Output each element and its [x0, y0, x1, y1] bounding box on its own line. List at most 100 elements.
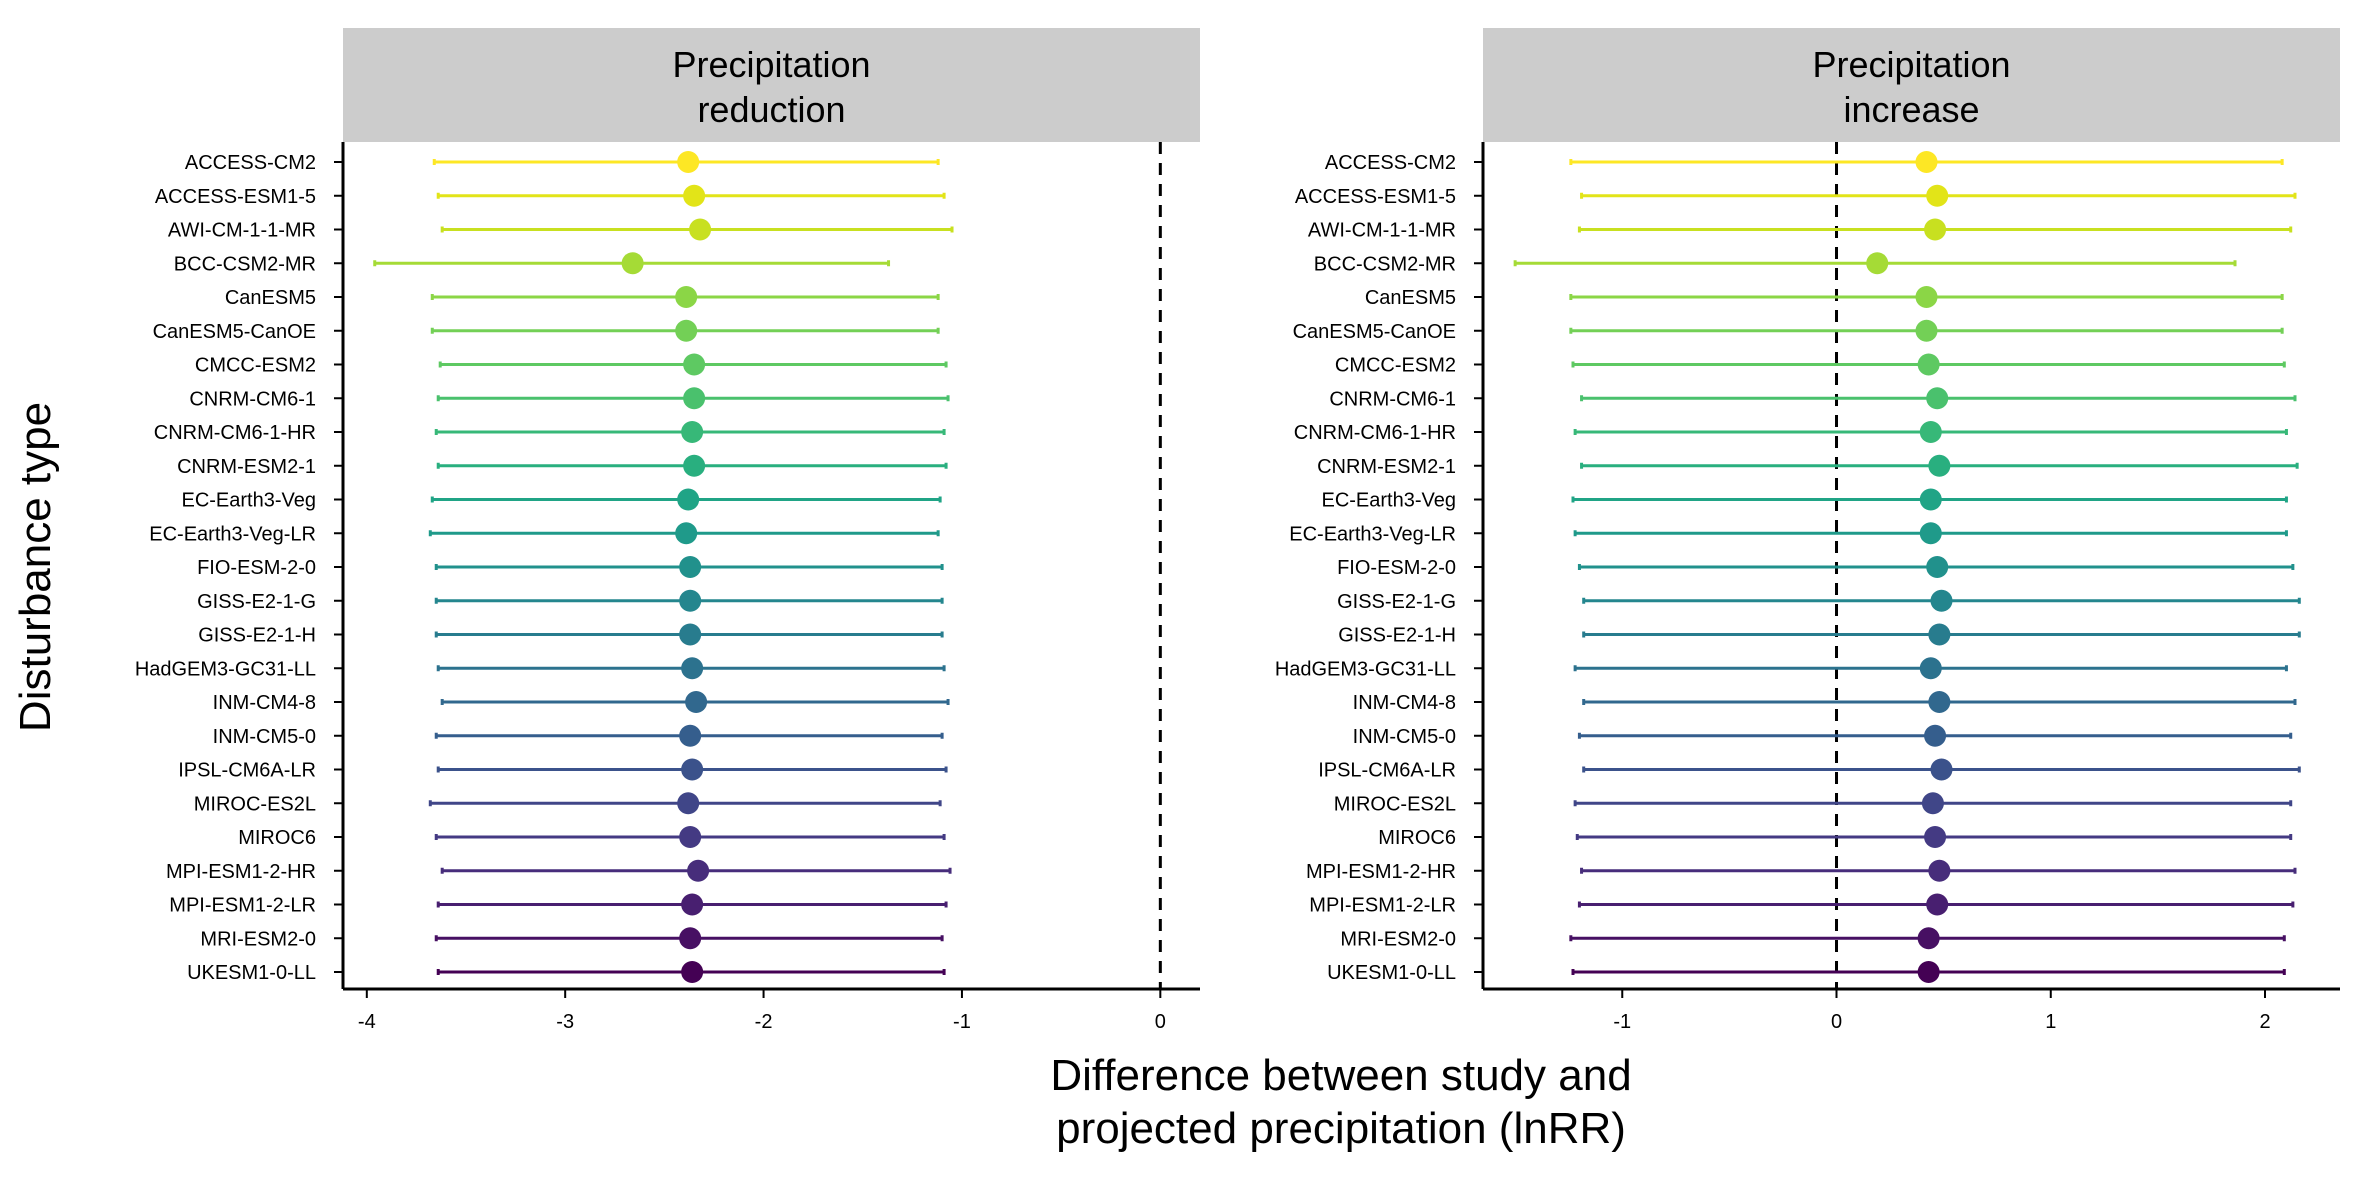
- x-tick-label: 2: [2259, 1011, 2270, 1033]
- estimate-point: [685, 691, 708, 713]
- y-axis-title: Disturbance type: [11, 402, 60, 732]
- panel-strip: [1483, 28, 2340, 142]
- estimate-point: [1930, 758, 1953, 781]
- y-tick-label: MRI-ESM2-0: [200, 928, 316, 950]
- estimate-point: [1928, 623, 1951, 646]
- x-tick-label: -1: [953, 1011, 971, 1033]
- estimate-point: [675, 286, 698, 308]
- y-tick-label: INM-CM5-0: [1353, 726, 1456, 748]
- estimate-point: [683, 454, 706, 477]
- y-tick-label: CNRM-ESM2-1: [177, 456, 316, 478]
- estimate-point: [679, 724, 702, 747]
- x-axis-title-line-2: projected precipitation (lnRR): [1056, 1104, 1626, 1153]
- y-tick-label: FIO-ESM-2-0: [1337, 557, 1456, 579]
- y-tick-label: FIO-ESM-2-0: [197, 557, 316, 579]
- y-tick-label: CanESM5-CanOE: [153, 321, 316, 343]
- estimate-point: [679, 589, 702, 612]
- y-tick-label: ACCESS-ESM1-5: [1295, 186, 1456, 208]
- y-tick-label: EC-Earth3-Veg-LR: [1289, 523, 1456, 545]
- y-tick-label: BCC-CSM2-MR: [174, 253, 316, 275]
- estimate-point: [1917, 353, 1940, 376]
- y-tick-label: EC-Earth3-Veg: [1321, 490, 1456, 512]
- x-tick-label: -4: [358, 1011, 376, 1033]
- y-tick-label: CMCC-ESM2: [195, 355, 316, 377]
- panel-plot-area: ACCESS-CM2 ACCESS-ESM1-5 AWI-CM-1-1-MR BCC-…: [1275, 142, 2340, 1033]
- y-tick-label: CNRM-CM6-1-HR: [154, 422, 316, 444]
- y-tick-label: HadGEM3-GC31-LL: [1275, 658, 1456, 680]
- estimate-point: [1915, 319, 1938, 342]
- estimate-point: [683, 184, 706, 207]
- y-tick-label: MIROC6: [1378, 827, 1456, 849]
- y-tick-label: MPI-ESM1-2-HR: [166, 861, 316, 883]
- estimate-point: [681, 421, 704, 443]
- panel-plot-area: ACCESS-CM2 ACCESS-ESM1-5 AWI-CM-1-1-MR BCC-…: [135, 142, 1200, 1033]
- estimate-point: [1926, 184, 1949, 207]
- estimate-point: [1919, 522, 1942, 545]
- estimate-point: [1924, 724, 1947, 747]
- y-tick-label: INM-CM4-8: [213, 692, 316, 714]
- y-tick-label: MPI-ESM1-2-LR: [169, 895, 316, 917]
- x-tick-label: 0: [1831, 1011, 1842, 1033]
- estimate-point: [677, 488, 700, 511]
- y-tick-label: CanESM5-CanOE: [1293, 321, 1456, 343]
- estimate-point: [1915, 151, 1938, 173]
- estimate-point: [679, 826, 702, 848]
- y-tick-label: UKESM1-0-LL: [187, 962, 316, 984]
- estimate-point: [1926, 556, 1949, 578]
- x-tick-label: 0: [1155, 1011, 1166, 1033]
- y-tick-label: GISS-E2-1-G: [1337, 591, 1456, 613]
- y-tick-label: CNRM-CM6-1: [189, 388, 316, 410]
- y-tick-label: BCC-CSM2-MR: [1314, 253, 1456, 275]
- x-tick-label: -2: [755, 1011, 773, 1033]
- y-tick-label: MPI-ESM1-2-LR: [1309, 895, 1456, 917]
- y-tick-label: CanESM5: [225, 287, 316, 309]
- estimate-point: [687, 859, 710, 882]
- panel-precipitation-increase: Precipitation increase ACCESS-CM2ACCESS-…: [1275, 28, 2340, 1033]
- estimate-point: [681, 758, 704, 781]
- y-tick-label: CNRM-CM6-1: [1329, 388, 1456, 410]
- estimate-point: [689, 218, 712, 241]
- y-tick-label: UKESM1-0-LL: [1327, 962, 1456, 984]
- x-axis-title-line-1: Difference between study and: [1050, 1051, 1631, 1100]
- estimate-point: [679, 556, 702, 578]
- estimate-point: [683, 387, 706, 410]
- estimate-point: [1917, 927, 1940, 950]
- estimate-point: [675, 522, 698, 545]
- estimate-point: [679, 927, 702, 950]
- estimate-point: [1926, 893, 1949, 916]
- estimate-point: [681, 893, 704, 916]
- y-tick-label: MRI-ESM2-0: [1340, 928, 1456, 950]
- estimate-point: [677, 792, 700, 815]
- estimate-point: [1924, 218, 1947, 241]
- y-tick-label: HadGEM3-GC31-LL: [135, 658, 316, 680]
- panel-title-line-1: Precipitation: [672, 44, 870, 85]
- estimate-point: [679, 623, 702, 646]
- estimate-point: [1928, 859, 1951, 882]
- estimate-point: [1917, 961, 1940, 983]
- estimate-point: [621, 252, 644, 275]
- estimate-point: [1919, 657, 1942, 680]
- y-tick-label: AWI-CM-1-1-MR: [168, 220, 316, 242]
- y-tick-label: INM-CM4-8: [1353, 692, 1456, 714]
- estimate-point: [681, 961, 704, 983]
- estimate-point: [1924, 826, 1947, 848]
- y-tick-label: EC-Earth3-Veg: [181, 490, 316, 512]
- x-tick-label: 1: [2045, 1011, 2056, 1033]
- y-tick-label: EC-Earth3-Veg-LR: [149, 523, 316, 545]
- estimate-point: [677, 151, 700, 173]
- y-tick-label: MPI-ESM1-2-HR: [1306, 861, 1456, 883]
- estimate-point: [681, 657, 704, 680]
- estimate-point: [683, 353, 706, 376]
- panel-precipitation-reduction: Precipitation reduction ACCESS-CM2ACCESS…: [135, 28, 1200, 1033]
- y-tick-label: MIROC-ES2L: [194, 793, 316, 815]
- estimate-point: [1928, 691, 1951, 713]
- panel-title-line-1: Precipitation: [1812, 44, 2010, 85]
- y-tick-label: INM-CM5-0: [213, 726, 316, 748]
- y-tick-label: GISS-E2-1-G: [197, 591, 316, 613]
- y-tick-label: ACCESS-CM2: [185, 152, 316, 174]
- x-tick-label: -1: [1613, 1011, 1631, 1033]
- panel-title-line-2: increase: [1843, 89, 1979, 130]
- estimate-point: [675, 319, 698, 342]
- y-tick-label: GISS-E2-1-H: [198, 625, 316, 647]
